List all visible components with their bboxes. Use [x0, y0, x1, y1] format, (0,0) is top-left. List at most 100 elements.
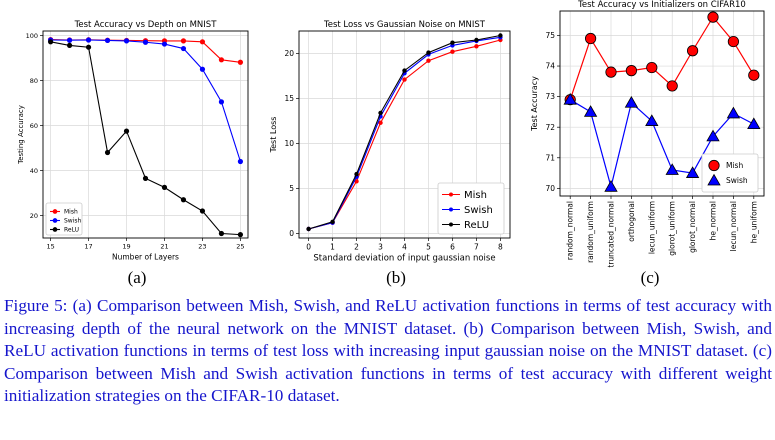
- figure-caption: Figure 5: (a) Comparison between Mish, S…: [4, 296, 772, 405]
- legend: Mish Swish: [701, 153, 759, 193]
- subfigure-label-b: (b): [386, 268, 406, 287]
- data-point: [727, 35, 740, 48]
- data-point: [584, 32, 597, 45]
- chart-title: Test Accuracy vs Depth on MNIST: [74, 20, 218, 30]
- data-point: [104, 149, 111, 156]
- x-tick-label: 6: [450, 243, 455, 252]
- series-line: [569, 16, 755, 100]
- data-point: [646, 61, 658, 74]
- data-point: [378, 110, 383, 116]
- data-point: [306, 226, 311, 232]
- data-point: [748, 69, 760, 81]
- y-tick-label: 60: [30, 122, 38, 130]
- data-point: [624, 95, 639, 108]
- chart-title: Test Loss vs Gaussian Noise on MNIST: [323, 20, 486, 30]
- x-tick-label: 5: [426, 243, 431, 252]
- legend-label: Swish: [464, 205, 493, 216]
- y-tick-label: 5: [289, 184, 294, 193]
- data-point: [706, 129, 720, 142]
- data-point: [47, 39, 54, 45]
- x-axis-label: Standard deviation of input gaussian noi…: [313, 254, 495, 264]
- x-tick-label: 8: [498, 243, 503, 252]
- plot-frame: [298, 30, 511, 239]
- x-tick-label: 4: [402, 243, 407, 252]
- y-tick-label: 15: [284, 94, 294, 103]
- x-tick-label: lecun_uniform: [647, 201, 656, 254]
- legend-marker: [449, 207, 453, 212]
- data-point: [474, 44, 479, 49]
- legend-marker: [449, 192, 453, 197]
- data-point: [66, 37, 73, 43]
- chart-title: Test Accuracy vs Initializers on CIFAR10: [577, 0, 746, 10]
- x-tick-label: random_normal: [566, 201, 575, 260]
- y-tick-label: 0: [289, 229, 294, 238]
- plot-frame: [42, 30, 249, 239]
- x-tick-label: 25: [236, 243, 244, 251]
- data-point: [85, 44, 92, 50]
- data-point: [237, 232, 244, 238]
- legend-label: Swish: [726, 176, 748, 185]
- chart-0: Test Accuracy vs Depth on MNIST 15 17 19 21 2…: [17, 20, 249, 262]
- data-point: [450, 40, 455, 45]
- y-tick-label: 20: [284, 49, 294, 58]
- legend-label: ReLU: [64, 227, 79, 234]
- data-point: [645, 114, 659, 126]
- series-line: [569, 99, 755, 187]
- legend-label: ReLU: [464, 220, 489, 231]
- series-mish: [564, 11, 760, 106]
- data-point: [605, 66, 617, 78]
- x-tick-label: 2: [354, 243, 359, 252]
- legend-label: Mish: [464, 190, 487, 201]
- x-tick-label: glorot_normal: [688, 201, 697, 253]
- y-axis-label: Test Loss: [269, 117, 278, 154]
- legend: Mish Swish ReLU: [45, 202, 83, 236]
- chart-2: Test Accuracy vs Initializers on CIFAR10…: [530, 0, 765, 268]
- data-point: [330, 219, 335, 224]
- series-swish: [563, 92, 761, 192]
- series-relu: [47, 39, 244, 238]
- chart-1: Test Loss vs Gaussian Noise on MNIST 0 1 2 3…: [269, 20, 511, 264]
- data-point: [199, 208, 206, 214]
- data-point: [218, 99, 225, 105]
- data-point: [142, 175, 149, 181]
- data-point: [378, 120, 383, 126]
- y-tick-label: 73: [545, 92, 555, 101]
- data-point: [354, 171, 359, 177]
- x-tick-label: 21: [160, 243, 168, 251]
- y-tick-label: 75: [545, 31, 555, 40]
- y-tick-label: 100: [26, 32, 38, 40]
- data-point: [218, 57, 225, 63]
- data-point: [142, 39, 149, 45]
- y-tick-label: 80: [30, 77, 38, 85]
- data-point: [402, 77, 407, 82]
- legend-marker: [52, 209, 58, 214]
- legend-marker: [52, 227, 58, 232]
- data-point: [104, 37, 111, 44]
- legend-marker: [708, 159, 720, 172]
- legend-box: [437, 182, 505, 235]
- legend-box: [701, 153, 759, 193]
- data-point: [180, 197, 187, 203]
- y-tick-label: 40: [30, 167, 38, 175]
- y-tick-label: 20: [30, 212, 38, 220]
- subfigure-label-c: (c): [640, 268, 660, 287]
- legend-marker: [449, 222, 453, 227]
- data-point: [354, 179, 359, 184]
- data-point: [604, 180, 618, 192]
- series-relu: [306, 33, 503, 232]
- x-tick-label: 1: [330, 243, 335, 252]
- data-point: [707, 11, 719, 23]
- x-tick-label: orthogonal: [627, 201, 636, 242]
- data-point: [450, 49, 455, 54]
- y-axis-label: Test Accuracy: [530, 76, 539, 132]
- x-tick-label: 0: [306, 243, 311, 252]
- data-point: [426, 50, 431, 55]
- y-axis-label: Testing Accuracy: [17, 105, 25, 165]
- data-point: [66, 42, 73, 49]
- x-axis-label: Number of Layers: [112, 253, 179, 262]
- data-point: [498, 33, 503, 38]
- data-point: [180, 38, 187, 44]
- x-tick-label: 3: [378, 243, 383, 252]
- data-point: [686, 45, 699, 57]
